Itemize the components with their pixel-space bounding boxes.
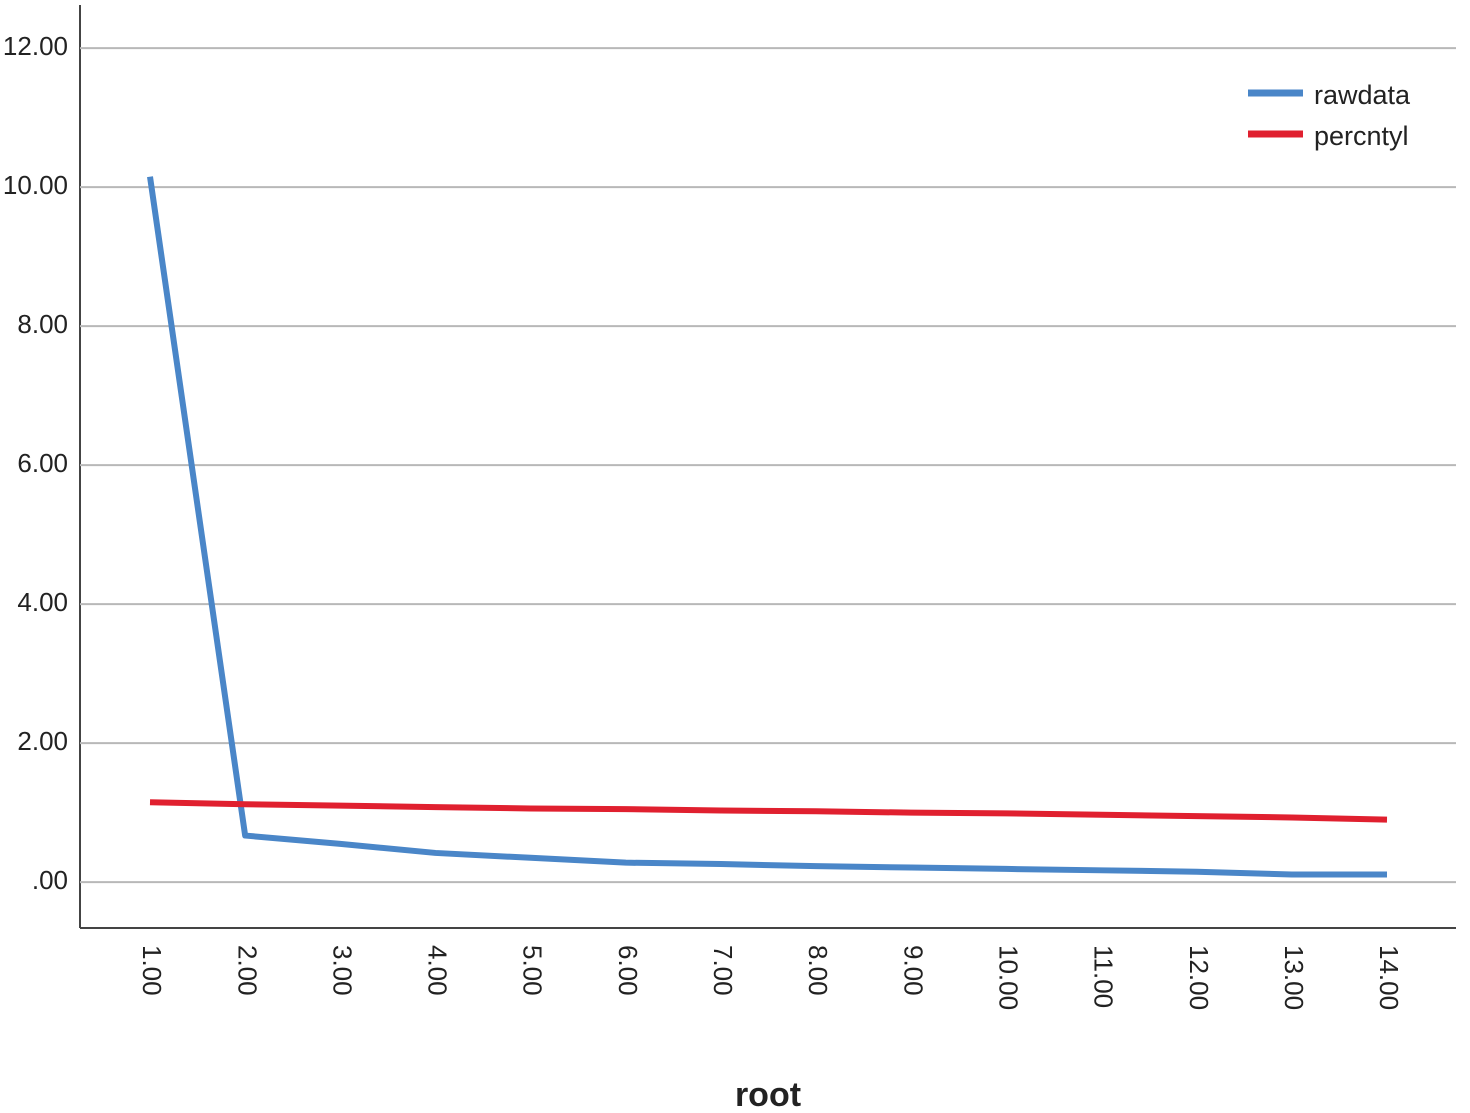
x-tick-label: 10.00 (994, 945, 1024, 1010)
series-line (147, 176, 1387, 878)
x-tick-label: 14.00 (1374, 945, 1404, 1010)
series-line (149, 799, 1388, 823)
x-axis-label: root (735, 1076, 801, 1113)
x-tick-label: 4.00 (423, 945, 453, 996)
legend-label: rawdata (1314, 80, 1411, 110)
y-tick-label: .00 (32, 865, 68, 895)
y-tick-label: 2.00 (17, 726, 68, 756)
x-tick-label: 13.00 (1279, 945, 1309, 1010)
y-tick-label: 4.00 (17, 587, 68, 617)
x-tick-label: 6.00 (613, 945, 643, 996)
x-tick-label: 7.00 (708, 945, 738, 996)
y-tick-label: 8.00 (17, 309, 68, 339)
x-tick-label: 3.00 (327, 945, 357, 996)
y-tick-label: 6.00 (17, 448, 68, 478)
y-tick-label: 12.00 (3, 31, 68, 61)
x-tick-label: 12.00 (1184, 945, 1214, 1010)
x-tick-label: 9.00 (898, 945, 928, 996)
x-tick-label: 11.00 (1089, 945, 1119, 1008)
y-tick-label: 10.00 (3, 170, 68, 200)
x-tick-label: 8.00 (803, 945, 833, 996)
x-tick-label: 1.00 (137, 945, 167, 996)
x-tick-label: 5.00 (518, 945, 548, 996)
legend-label: percntyl (1314, 121, 1409, 151)
x-tick-label: 2.00 (232, 945, 262, 996)
